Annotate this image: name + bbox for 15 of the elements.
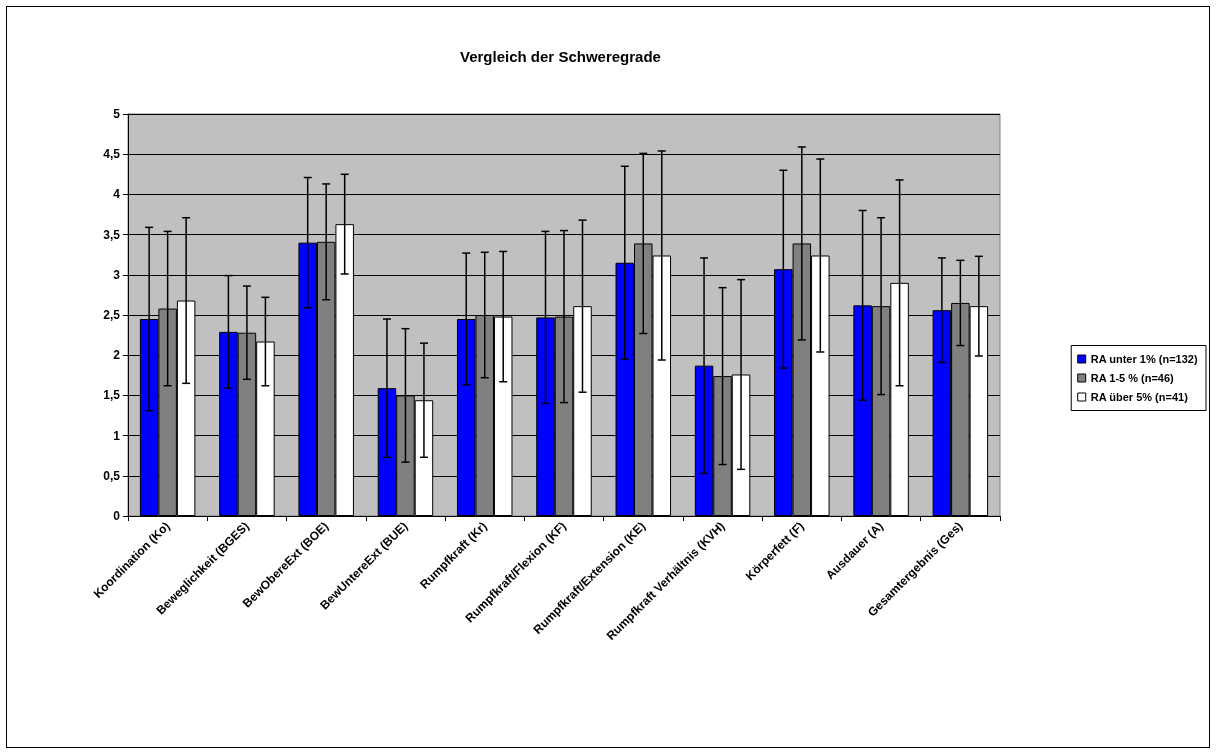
y-tick-label: 2 (113, 348, 121, 363)
legend-label: RA über 5% (n=41) (1090, 391, 1189, 403)
y-tick-label: 4 (113, 187, 121, 202)
legend-label: RA unter 1% (n=132) (1090, 353, 1198, 365)
y-tick-label: 3 (113, 267, 121, 282)
y-tick-label: 0,5 (103, 468, 121, 483)
chart-title: Vergleich der Schweregrade (460, 48, 661, 65)
y-tick-label: 0 (113, 509, 121, 523)
y-tick-label: 1,5 (103, 388, 121, 403)
y-tick-label: 3,5 (103, 227, 121, 242)
y-tick-label: 2,5 (103, 308, 121, 322)
legend-label: RA 1-5 % (n=46) (1090, 372, 1175, 384)
y-tick-label: 5 (113, 107, 121, 121)
y-tick-label: 1 (113, 428, 121, 443)
y-tick-label: 4,5 (103, 147, 121, 162)
